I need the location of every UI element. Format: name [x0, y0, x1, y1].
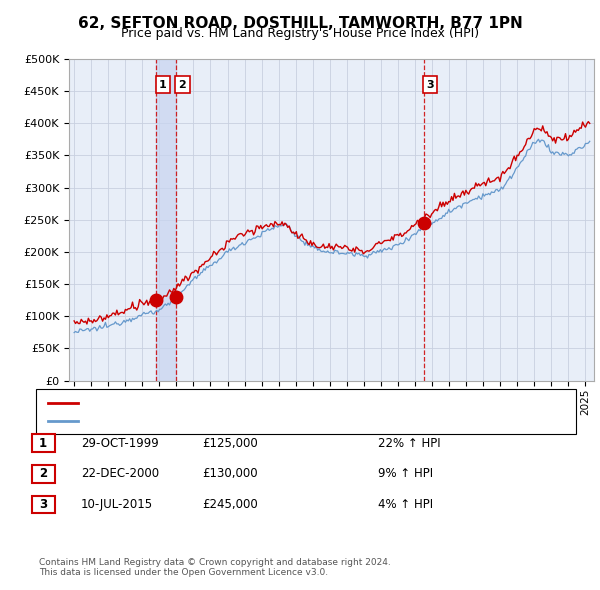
Text: HPI: Average price, detached house, Tamworth: HPI: Average price, detached house, Tamw… [81, 417, 337, 426]
Text: 1: 1 [39, 437, 47, 450]
Text: 22% ↑ HPI: 22% ↑ HPI [378, 437, 440, 450]
Text: 1: 1 [159, 80, 167, 90]
Text: Price paid vs. HM Land Registry's House Price Index (HPI): Price paid vs. HM Land Registry's House … [121, 27, 479, 40]
Text: 22-DEC-2000: 22-DEC-2000 [81, 467, 159, 480]
Text: 2: 2 [39, 467, 47, 480]
Text: 3: 3 [427, 80, 434, 90]
Bar [157, 59, 176, 381]
Text: Contains HM Land Registry data © Crown copyright and database right 2024.
This d: Contains HM Land Registry data © Crown c… [39, 558, 391, 577]
Text: 2: 2 [178, 80, 186, 90]
Text: £130,000: £130,000 [202, 467, 258, 480]
Text: 3: 3 [39, 498, 47, 511]
Text: 29-OCT-1999: 29-OCT-1999 [81, 437, 159, 450]
Text: 9% ↑ HPI: 9% ↑ HPI [378, 467, 433, 480]
Text: 4% ↑ HPI: 4% ↑ HPI [378, 498, 433, 511]
Text: £245,000: £245,000 [202, 498, 258, 511]
Text: £125,000: £125,000 [202, 437, 258, 450]
Text: 10-JUL-2015: 10-JUL-2015 [81, 498, 153, 511]
Text: 62, SEFTON ROAD, DOSTHILL, TAMWORTH, B77 1PN: 62, SEFTON ROAD, DOSTHILL, TAMWORTH, B77… [77, 16, 523, 31]
Text: 62, SEFTON ROAD, DOSTHILL, TAMWORTH, B77 1PN (detached house): 62, SEFTON ROAD, DOSTHILL, TAMWORTH, B77… [81, 398, 465, 408]
